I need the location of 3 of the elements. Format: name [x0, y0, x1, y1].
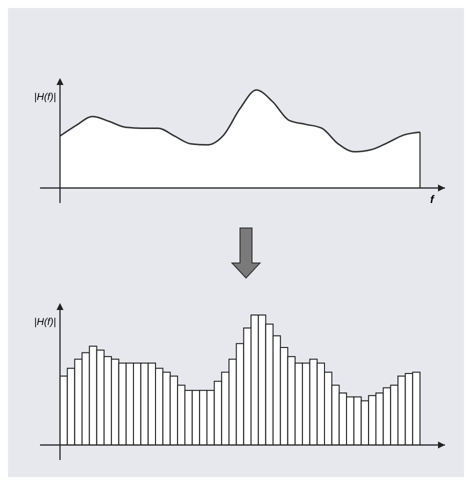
- x-axis-title: f: [430, 194, 436, 206]
- y-axis-title: |H(f)|: [34, 317, 56, 328]
- y-axis-title: |H(f)|: [34, 92, 56, 103]
